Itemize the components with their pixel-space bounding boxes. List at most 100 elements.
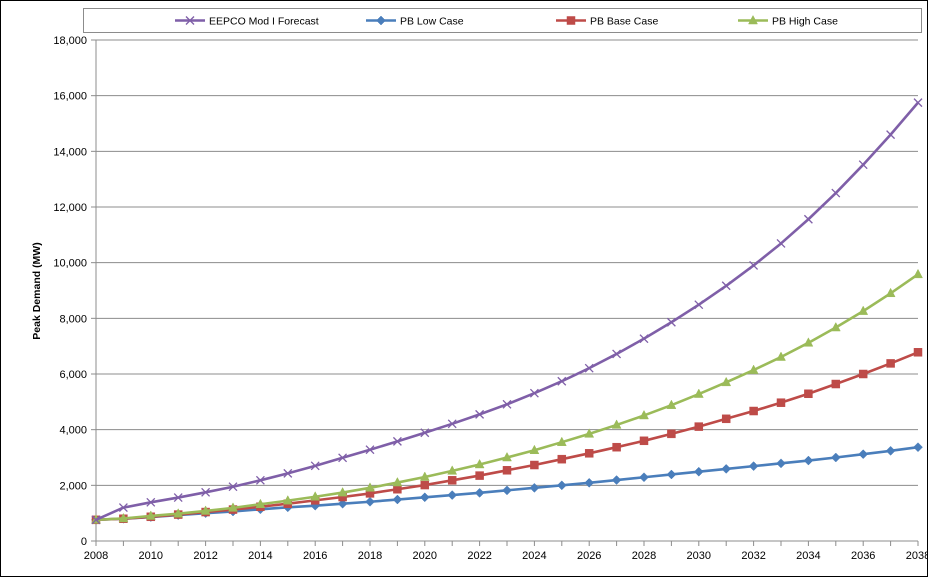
marker-stroke [831, 188, 841, 198]
marker-stroke [666, 317, 676, 327]
data-point [693, 388, 704, 398]
data-point [255, 475, 265, 485]
legend-entry: EEPCO Mod I Forecast [175, 16, 319, 28]
series-layer [91, 98, 923, 525]
legend-entry: PB Low Case [366, 16, 464, 28]
data-point [337, 487, 348, 497]
x-tick-label: 2038 [906, 550, 928, 562]
data-point [228, 482, 238, 492]
data-point [556, 436, 567, 446]
marker-stroke [255, 475, 265, 485]
data-point [392, 494, 403, 505]
x-tick-label: 2018 [358, 550, 382, 562]
x-tick-label: 2022 [467, 550, 491, 562]
marker-stroke [420, 428, 430, 438]
marker-stroke [749, 260, 759, 270]
data-point [666, 469, 677, 480]
data-point [803, 214, 813, 224]
data-point [420, 428, 430, 438]
data-point [913, 348, 923, 357]
data-point [365, 445, 375, 455]
data-point [913, 442, 923, 453]
data-point [666, 399, 677, 409]
data-point [639, 436, 649, 446]
data-point [529, 388, 539, 398]
data-point [337, 498, 348, 509]
data-point [612, 442, 621, 452]
data-point [858, 449, 869, 460]
marker-stroke [447, 419, 457, 429]
x-tick-label: 2034 [796, 550, 820, 562]
marker-stroke [283, 468, 293, 478]
data-point [667, 429, 676, 439]
legend-label: PB High Case [772, 16, 838, 28]
data-point [776, 239, 786, 248]
data-point [749, 260, 759, 270]
marker-stroke [639, 334, 649, 344]
data-point [118, 503, 128, 513]
data-point [830, 321, 841, 332]
data-point [419, 471, 430, 481]
data-point [557, 454, 567, 464]
gridlines [96, 39, 918, 486]
marker-stroke [529, 388, 539, 398]
data-point [886, 130, 896, 140]
marker-stroke [502, 399, 512, 409]
marker-stroke [118, 503, 128, 513]
marker-stroke [228, 482, 238, 492]
data-point [310, 461, 320, 471]
data-point [557, 376, 567, 386]
data-point [803, 455, 814, 466]
data-point [283, 468, 293, 478]
legend-entry: PB Base Case [556, 16, 658, 28]
data-point [474, 458, 485, 469]
data-point [749, 406, 758, 416]
data-point [201, 487, 211, 497]
legend-label: PB Base Case [590, 16, 658, 28]
legend-marker [185, 16, 195, 25]
x-tick-label: 2036 [851, 550, 875, 562]
y-axis-title: Peak Demand (MW) [31, 242, 43, 339]
marker-stroke [338, 453, 348, 463]
y-tick-label: 18,000 [53, 35, 87, 47]
data-point [721, 464, 732, 474]
data-point [338, 453, 348, 463]
data-point [392, 477, 403, 487]
marker-stroke [803, 214, 813, 224]
data-point [91, 515, 101, 525]
legend: EEPCO Mod I Forecast PB Low Case PB Base C… [83, 8, 922, 33]
data-point [200, 505, 211, 515]
y-tick-label: 0 [81, 536, 87, 548]
marker-stroke [185, 16, 195, 25]
data-point [886, 359, 895, 368]
data-point [530, 460, 539, 470]
marker-stroke [776, 239, 786, 248]
data-point [556, 480, 567, 491]
data-point [584, 428, 595, 438]
legend-marker [566, 16, 576, 25]
data-point [475, 409, 485, 419]
marker-stroke [392, 436, 402, 446]
data-point [502, 466, 512, 475]
data-point [748, 461, 759, 471]
marker-stroke [557, 376, 567, 386]
axes: 0 2,000 4,000 6,000 8,000 10,000 12,000 14,000 1… [53, 35, 928, 562]
x-tick-label: 2008 [84, 550, 108, 562]
marker-stroke [913, 98, 923, 108]
data-point [502, 451, 512, 462]
x-tick-label: 2016 [303, 550, 327, 562]
data-point [447, 490, 458, 500]
x-tick-label: 2010 [139, 550, 163, 562]
marker-stroke [365, 445, 375, 455]
data-point [721, 281, 731, 291]
data-point [475, 471, 484, 480]
marker-stroke [584, 363, 594, 373]
data-point [913, 98, 923, 108]
data-point [365, 496, 375, 507]
data-point [611, 419, 622, 429]
data-point [419, 492, 430, 503]
data-point [393, 484, 402, 494]
marker-stroke [475, 409, 485, 419]
data-point [146, 497, 156, 507]
